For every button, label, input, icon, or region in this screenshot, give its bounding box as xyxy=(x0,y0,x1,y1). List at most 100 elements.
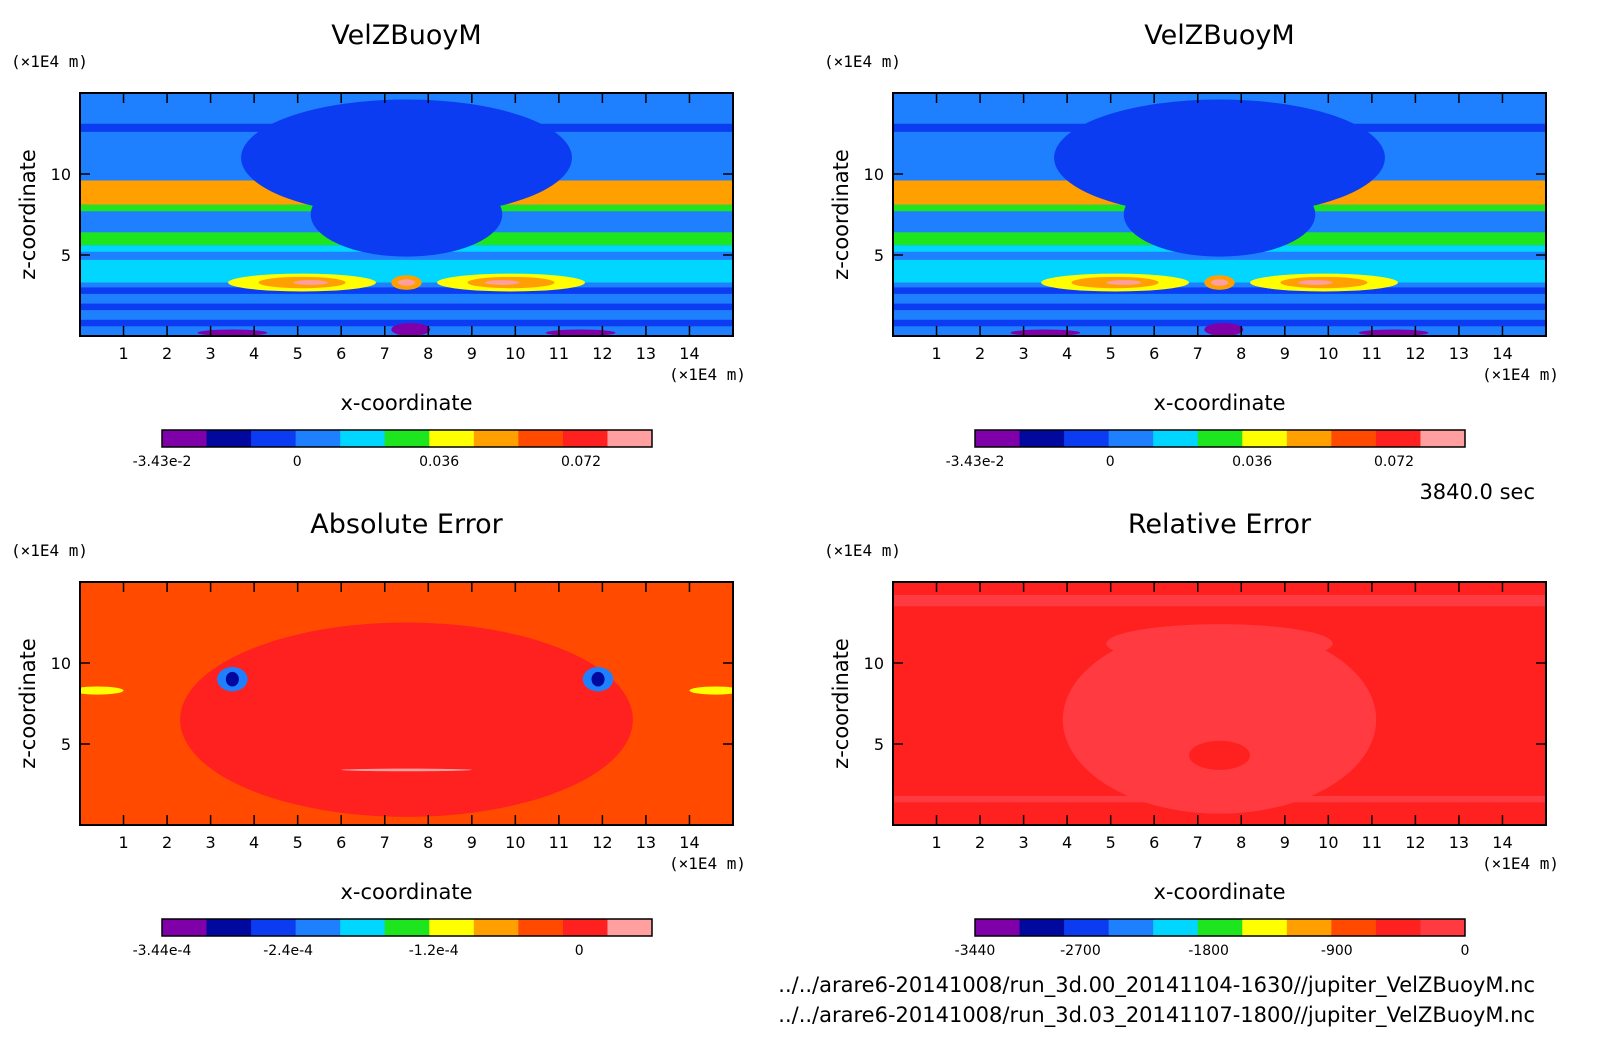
x-tick-label: 5 xyxy=(293,344,303,363)
colorbar-swatch xyxy=(1064,430,1110,447)
colorbar-swatch xyxy=(518,919,564,936)
y-tick-label: 10 xyxy=(51,165,71,184)
chart-title: Absolute Error xyxy=(310,509,503,540)
colorbar-tick-label: 0 xyxy=(1106,454,1115,470)
y-axis-label: z-coordinate xyxy=(16,638,40,769)
x-tick-label: 1 xyxy=(931,344,941,363)
colorbar-swatch xyxy=(1375,430,1421,447)
field-region xyxy=(1062,625,1377,814)
colorbar-tick-label: -1.2e-4 xyxy=(409,943,459,959)
y-tick-label: 5 xyxy=(61,246,71,265)
y-unit-label: (×1E4 m) xyxy=(11,541,88,560)
chart-panel-3: Absolute Error (×1E4 m) (×1E4 m) x-coordina… xyxy=(11,509,746,959)
x-unit-label: (×1E4 m) xyxy=(669,854,746,873)
x-tick-label: 7 xyxy=(1193,833,1203,852)
field-blob xyxy=(1210,279,1229,286)
colorbar-swatch xyxy=(1153,430,1199,447)
x-tick-label: 2 xyxy=(162,833,172,852)
x-tick-label: 1 xyxy=(931,833,941,852)
field-band xyxy=(893,319,1546,327)
x-tick-label: 10 xyxy=(1318,833,1338,852)
x-tick-label: 9 xyxy=(467,344,477,363)
x-tick-label: 8 xyxy=(1236,833,1246,852)
colorbar-tick-label: -2.4e-4 xyxy=(263,943,313,959)
field-column xyxy=(1123,172,1316,257)
field-feature xyxy=(689,686,733,695)
colorbar-frame xyxy=(161,429,653,448)
colorbar-tick-label: -3.43e-2 xyxy=(946,454,1005,470)
colorbar-swatch xyxy=(1286,919,1332,936)
colorbar-swatch xyxy=(607,919,653,936)
colorbar-tick-label: -3.43e-2 xyxy=(133,454,192,470)
field-band xyxy=(80,287,733,294)
field-blob xyxy=(197,329,268,336)
colorbar-swatch xyxy=(562,430,608,447)
file-path-2: ../../arare6-20141008/run_3d.03_20141107… xyxy=(778,1003,1535,1028)
colorbar-swatch xyxy=(1375,919,1421,936)
field-blob xyxy=(545,329,616,336)
colorbar-swatch xyxy=(1242,430,1288,447)
field-blob xyxy=(1204,323,1244,336)
colorbar-tick-label: 0 xyxy=(293,454,302,470)
colorbar-tick-label: -900 xyxy=(1321,943,1353,959)
x-tick-label: 4 xyxy=(249,344,259,363)
x-tick-label: 4 xyxy=(1062,833,1072,852)
colorbar-tick-label: -2700 xyxy=(1060,943,1101,959)
field-blob xyxy=(1010,329,1081,336)
y-unit-label: (×1E4 m) xyxy=(824,541,901,560)
field-blob xyxy=(1358,329,1429,336)
y-tick-label: 5 xyxy=(874,735,884,754)
x-tick-label: 14 xyxy=(1492,833,1512,852)
field-region xyxy=(1106,624,1333,663)
field-band xyxy=(893,594,1546,607)
x-axis-label: x-coordinate xyxy=(340,391,472,415)
x-tick-label: 11 xyxy=(1362,344,1382,363)
colorbar-swatch xyxy=(1197,430,1243,447)
colorbar-tick-label: -3.44e-4 xyxy=(133,943,192,959)
x-axis-label: x-coordinate xyxy=(1153,880,1285,904)
x-tick-label: 3 xyxy=(1019,833,1029,852)
x-tick-label: 10 xyxy=(505,344,525,363)
contour-field xyxy=(80,93,733,336)
field-feature xyxy=(225,671,239,687)
x-unit-label: (×1E4 m) xyxy=(669,365,746,384)
field-band xyxy=(80,303,733,311)
field-band xyxy=(893,303,1546,311)
x-tick-label: 11 xyxy=(549,833,569,852)
colorbar-swatch xyxy=(295,430,341,447)
colorbar-swatch xyxy=(1331,919,1377,936)
x-tick-label: 2 xyxy=(975,833,985,852)
colorbar-tick-label: 0.036 xyxy=(1232,454,1272,470)
colorbar-swatch xyxy=(340,919,386,936)
field-band xyxy=(893,287,1546,294)
x-tick-label: 3 xyxy=(1019,344,1029,363)
colorbar-swatch xyxy=(384,430,430,447)
x-axis-label: x-coordinate xyxy=(1153,391,1285,415)
colorbar-swatch xyxy=(975,430,1021,447)
x-tick-label: 7 xyxy=(1193,344,1203,363)
chart-title: Relative Error xyxy=(1128,509,1312,540)
colorbar-swatch xyxy=(473,430,519,447)
x-tick-label: 3 xyxy=(206,833,216,852)
x-tick-label: 10 xyxy=(505,833,525,852)
colorbar-swatch xyxy=(251,430,297,447)
y-tick-label: 10 xyxy=(864,654,884,673)
x-tick-label: 7 xyxy=(380,344,390,363)
x-tick-label: 14 xyxy=(679,833,699,852)
x-tick-label: 11 xyxy=(1362,833,1382,852)
x-unit-label: (×1E4 m) xyxy=(1482,365,1559,384)
colorbar-swatch xyxy=(1064,919,1110,936)
colorbar-swatch xyxy=(975,919,1021,936)
x-tick-label: 13 xyxy=(636,344,656,363)
contour-field xyxy=(893,582,1546,825)
x-tick-label: 8 xyxy=(423,344,433,363)
y-tick-label: 5 xyxy=(874,246,884,265)
colorbar-swatch xyxy=(206,919,252,936)
x-unit-label: (×1E4 m) xyxy=(1482,854,1559,873)
colorbar-swatch xyxy=(429,919,475,936)
x-tick-label: 8 xyxy=(423,833,433,852)
x-tick-label: 1 xyxy=(118,833,128,852)
field-blob xyxy=(484,280,520,285)
field-feature xyxy=(591,671,605,687)
